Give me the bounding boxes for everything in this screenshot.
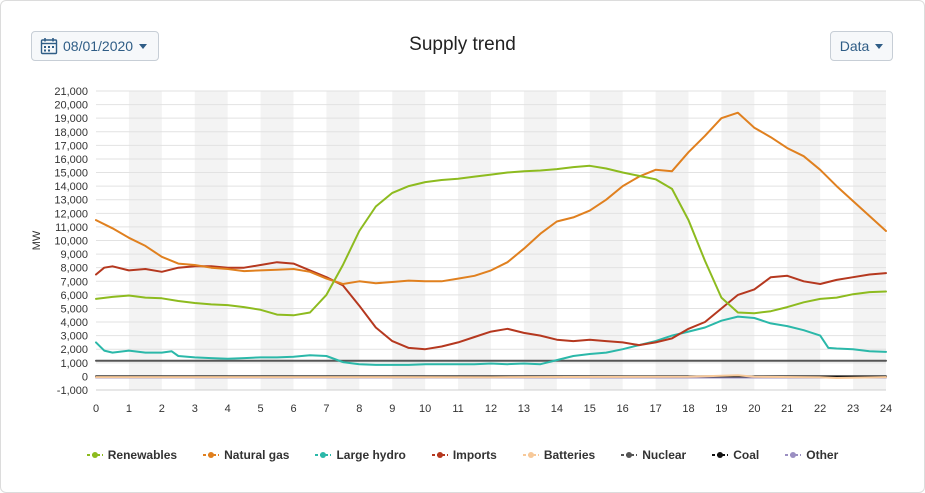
x-tick-label: 18 (682, 403, 694, 415)
x-tick-label: 2 (159, 403, 165, 415)
y-axis-label: MW (31, 230, 43, 250)
legend-marker-icon (785, 452, 802, 458)
legend-marker-icon (203, 452, 220, 458)
legend-marker-icon (86, 452, 103, 458)
y-tick-label: 1,000 (60, 358, 88, 370)
y-tick-label: 3,000 (60, 331, 88, 343)
date-label: 08/01/2020 (63, 38, 134, 54)
legend-item-other[interactable]: Other (785, 448, 838, 462)
x-tick-label: 12 (485, 403, 497, 415)
y-tick-label: 12,000 (54, 208, 88, 220)
legend-item-coal[interactable]: Coal (712, 448, 759, 462)
calendar-icon (40, 38, 58, 55)
x-tick-label: 3 (192, 403, 198, 415)
series-line-natural-gas (95, 111, 887, 285)
series-line-large-hydro (95, 315, 887, 366)
x-tick-label: 11 (452, 403, 463, 415)
y-tick-label: 9,000 (60, 249, 88, 261)
legend-label: Other (806, 448, 839, 462)
x-tick-label: 20 (748, 403, 760, 415)
chart-title: Supply trend (409, 34, 516, 55)
legend-item-renewables[interactable]: Renewables (86, 448, 178, 462)
x-tick-label: 13 (518, 403, 530, 415)
y-tick-label: -1,000 (57, 385, 88, 397)
legend-marker-icon (621, 452, 638, 458)
x-tick-label: 7 (323, 403, 329, 415)
date-picker-button[interactable]: 08/01/2020 (31, 31, 159, 61)
x-tick-label: 15 (584, 403, 596, 415)
y-tick-label: 18,000 (54, 127, 88, 139)
legend-label: Natural gas (224, 448, 290, 462)
series-line-renewables (95, 164, 887, 317)
x-tick-label: 6 (290, 403, 296, 415)
x-tick-label: 4 (225, 403, 231, 415)
legend-item-batteries[interactable]: Batteries (522, 448, 596, 462)
legend-marker-icon (712, 452, 729, 458)
legend-label: Large hydro (336, 448, 406, 462)
data-dropdown-button[interactable]: Data (830, 31, 893, 61)
legend-label: Renewables (107, 448, 178, 462)
x-tick-label: 1 (126, 403, 132, 415)
y-tick-label: 11,000 (55, 222, 88, 234)
legend-label: Imports (452, 448, 497, 462)
y-tick-label: 10,000 (54, 236, 88, 248)
x-tick-label: 14 (551, 403, 563, 415)
legend-label: Nuclear (642, 448, 687, 462)
legend-label: Coal (733, 448, 760, 462)
y-tick-label: 6,000 (60, 290, 88, 302)
y-tick-label: 8,000 (60, 263, 88, 275)
y-tick-label: 19,000 (54, 113, 88, 125)
x-tick-label: 24 (880, 403, 892, 415)
y-tick-label: 14,000 (54, 181, 88, 193)
legend-marker-icon (431, 452, 448, 458)
y-tick-label: 15,000 (54, 168, 88, 180)
legend-item-imports[interactable]: Imports (431, 448, 497, 462)
x-tick-label: 21 (781, 403, 793, 415)
y-tick-label: 16,000 (54, 154, 88, 166)
x-tick-label: 22 (814, 403, 826, 415)
x-tick-label: 17 (649, 403, 661, 415)
series-line-batteries (95, 374, 887, 379)
x-tick-label: 5 (258, 403, 264, 415)
y-tick-label: 13,000 (54, 195, 88, 207)
legend-label: Batteries (543, 448, 596, 462)
y-tick-label: 4,000 (60, 317, 88, 329)
y-tick-label: 17,000 (54, 140, 88, 152)
y-tick-label: 0 (82, 371, 88, 383)
legend-marker-icon (315, 452, 332, 458)
legend-marker-icon (522, 452, 539, 458)
caret-down-icon (139, 43, 148, 49)
legend-item-natural-gas[interactable]: Natural gas (203, 448, 289, 462)
y-tick-label: 21,000 (54, 86, 88, 98)
x-tick-label: 10 (419, 403, 431, 415)
supply-trend-chart: -1,00001,0002,0003,0004,0005,0006,0007,0… (31, 86, 892, 415)
x-tick-label: 0 (93, 403, 99, 415)
x-tick-label: 9 (389, 403, 395, 415)
legend-item-large-hydro[interactable]: Large hydro (315, 448, 406, 462)
x-tick-label: 16 (617, 403, 629, 415)
x-tick-label: 23 (847, 403, 859, 415)
series-line-imports (95, 261, 887, 351)
data-label: Data (839, 38, 870, 54)
legend-item-nuclear[interactable]: Nuclear (621, 448, 686, 462)
y-tick-label: 20,000 (54, 100, 88, 112)
x-tick-label: 8 (356, 403, 362, 415)
y-tick-label: 5,000 (60, 303, 88, 315)
y-tick-label: 2,000 (60, 344, 88, 356)
caret-down-icon (875, 43, 884, 49)
x-tick-label: 19 (715, 403, 727, 415)
y-tick-label: 7,000 (60, 276, 88, 288)
chart-legend: Renewables Natural gas Large hydro Imports B… (0, 448, 925, 462)
